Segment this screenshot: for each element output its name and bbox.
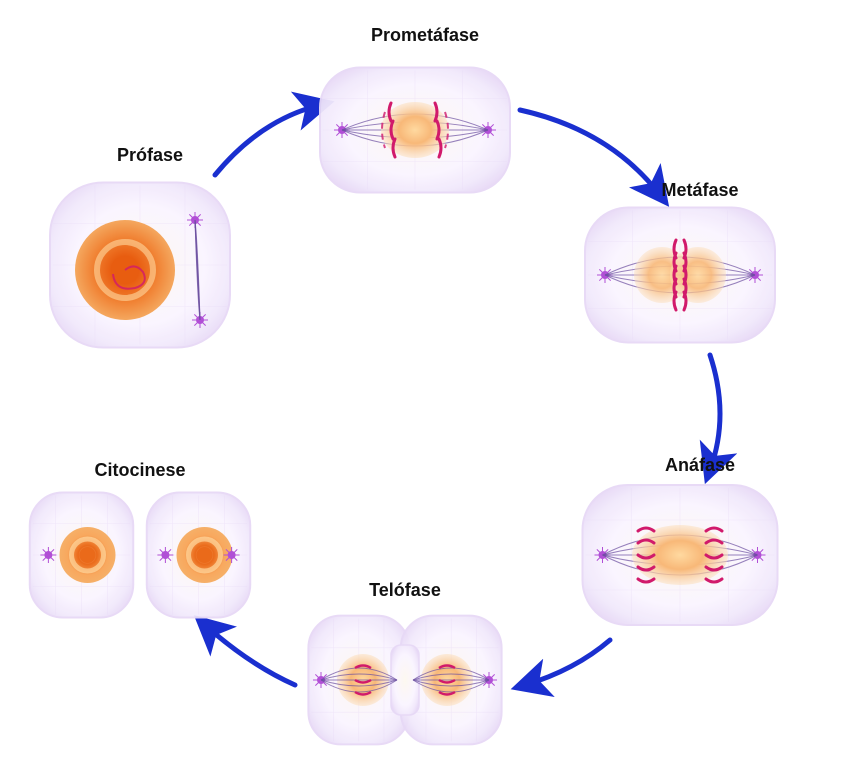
cell-profase (50, 183, 230, 348)
cell-prometafase (320, 68, 510, 193)
label-telofase: Telófase (325, 580, 485, 601)
cell-citocinese (30, 493, 251, 618)
arrow-telofase-to-citocinese (205, 625, 295, 685)
label-anafase: Anáfase (620, 455, 780, 476)
cell-metafase (585, 208, 775, 343)
cell-anafase (583, 485, 778, 625)
arrow-metafase-to-anafase (710, 355, 720, 470)
cell-telofase (308, 616, 501, 745)
arrow-anafase-to-telofase (525, 640, 610, 685)
label-profase: Prófase (70, 145, 230, 166)
arrow-profase-to-prometafase (215, 105, 320, 175)
diagram-canvas (0, 0, 850, 776)
label-metafase: Metáfase (620, 180, 780, 201)
label-citocinese: Citocinese (60, 460, 220, 481)
label-prometafase: Prometáfase (345, 25, 505, 46)
